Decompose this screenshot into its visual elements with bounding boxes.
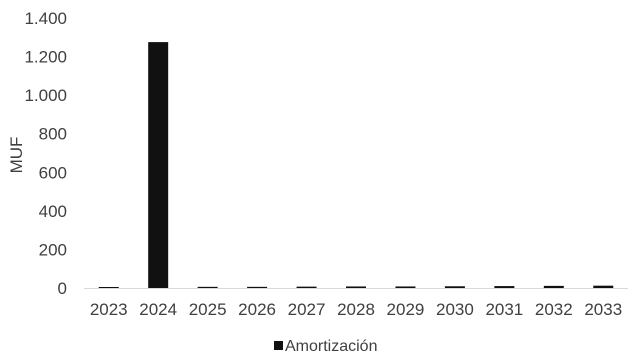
- y-tick-label: 1.200: [24, 48, 67, 67]
- bar-2030: [444, 286, 465, 288]
- bar-2029: [395, 286, 416, 288]
- x-tick-label: 2033: [584, 300, 622, 319]
- x-tick-label: 2026: [238, 300, 276, 319]
- x-tick-label: 2024: [139, 300, 177, 319]
- x-tick-label: 2028: [337, 300, 375, 319]
- legend-label: Amortización: [285, 338, 377, 355]
- x-tick-label: 2025: [189, 300, 227, 319]
- bar-2031: [494, 286, 515, 288]
- y-axis-label: MUF: [7, 137, 26, 174]
- bar-series: [98, 42, 614, 288]
- bar-2025: [197, 286, 218, 288]
- bar-2033: [593, 285, 614, 288]
- y-tick-label: 600: [39, 163, 67, 182]
- bar-2028: [346, 286, 366, 288]
- bar-2027: [296, 286, 317, 288]
- y-axis-ticks: 0 200 400 600 800 1.000 1.200 1.400: [24, 9, 67, 298]
- bar-2026: [247, 286, 268, 288]
- x-tick-label: 2029: [387, 300, 425, 319]
- bar-2024: [148, 42, 169, 288]
- legend: Amortización: [274, 338, 377, 355]
- y-tick-label: 800: [39, 125, 67, 144]
- x-tick-label: 2023: [90, 300, 128, 319]
- y-tick-label: 400: [39, 202, 67, 221]
- x-tick-label: 2032: [535, 300, 573, 319]
- x-tick-label: 2031: [485, 300, 523, 319]
- x-tick-label: 2030: [436, 300, 474, 319]
- y-tick-label: 1.400: [24, 9, 67, 28]
- y-tick-label: 0: [58, 279, 67, 298]
- bar-2023: [98, 287, 119, 288]
- y-tick-label: 200: [39, 240, 67, 259]
- y-tick-label: 1.000: [24, 86, 67, 105]
- legend-swatch: [274, 341, 283, 350]
- bar-2032: [543, 285, 564, 288]
- x-axis-ticks: 2023 2024 2025 2026 2027 2028 2029 2030 2031 2032…: [90, 300, 622, 319]
- x-tick-label: 2027: [288, 300, 326, 319]
